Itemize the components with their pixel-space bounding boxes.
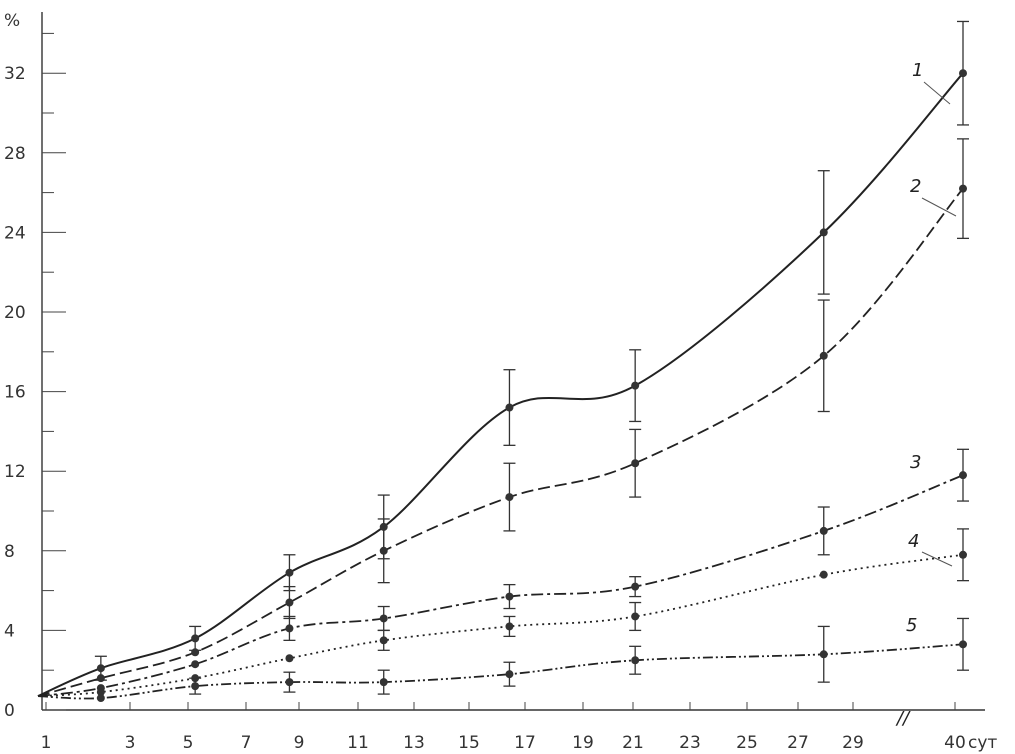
x-tick-label: 23 [679, 733, 701, 753]
x-tick-label: 15 [458, 733, 480, 753]
series-labels: 1 2 3 4 5 [906, 60, 957, 636]
data-point [285, 598, 294, 607]
y-tick-label: 12 [4, 462, 26, 482]
y-tick-label: 28 [4, 144, 26, 164]
series-label-leader [921, 197, 957, 217]
axis-break-mark: // [895, 708, 911, 729]
y-unit-label: % [4, 11, 20, 31]
data-point [819, 228, 828, 237]
y-tick-label: 36 [4, 0, 26, 5]
series-label-4: 4 [908, 531, 919, 552]
data-point [379, 678, 388, 687]
series-1 [37, 20, 969, 698]
series-label-leader [921, 551, 953, 567]
series-group [37, 20, 969, 703]
data-point [819, 526, 828, 535]
x-tick-label: 19 [572, 733, 594, 753]
data-point [191, 682, 200, 691]
series-label-3: 3 [910, 452, 921, 473]
y-tick-label: 8 [4, 542, 15, 562]
data-point [379, 614, 388, 623]
series-label-5: 5 [906, 615, 917, 636]
series-line [37, 553, 964, 697]
data-point [959, 69, 967, 78]
data-point [505, 622, 514, 631]
data-point [959, 550, 967, 559]
data-point [819, 351, 828, 360]
data-point [959, 640, 967, 649]
x-tick-label: 1 [41, 733, 52, 753]
axes [41, 12, 985, 711]
y-tick-label: 20 [4, 303, 26, 323]
data-point [819, 570, 828, 579]
data-point [505, 403, 514, 412]
data-point [96, 694, 105, 703]
series-4 [37, 528, 969, 697]
x-tick-label: 9 [294, 733, 305, 753]
data-point [285, 678, 294, 687]
series-line [37, 643, 964, 700]
x-tick-label: 3 [125, 733, 136, 753]
data-point [959, 471, 967, 480]
data-point [96, 674, 105, 683]
series-line [37, 188, 964, 697]
data-point [631, 612, 640, 621]
data-point [191, 648, 200, 657]
series-5 [37, 617, 969, 703]
series-label-2: 2 [910, 176, 921, 197]
y-tick-label: 4 [4, 621, 15, 641]
data-point [631, 582, 640, 591]
data-point [819, 650, 828, 659]
series-line [37, 72, 964, 698]
data-point [191, 660, 200, 669]
x-tick-label: 13 [403, 733, 425, 753]
data-point [631, 656, 640, 665]
tick-labels: 0481216202428323613579111315171921232527… [4, 0, 997, 753]
x-tick-label: 5 [183, 733, 194, 753]
data-point [96, 688, 105, 697]
x-tick-label: 40 [944, 733, 966, 753]
data-point [631, 459, 640, 468]
x-unit-label: сут [968, 733, 997, 753]
data-point [379, 546, 388, 555]
x-tick-label: 27 [787, 733, 809, 753]
data-point [379, 636, 388, 645]
data-point [285, 568, 294, 577]
x-tick-label: 17 [514, 733, 536, 753]
series-line [37, 474, 964, 697]
series-label-leader [923, 81, 951, 105]
series-2 [37, 138, 969, 697]
data-point [505, 592, 514, 601]
x-tick-label: 25 [736, 733, 758, 753]
data-point [631, 381, 640, 390]
data-point [959, 184, 967, 193]
y-tick-label: 0 [4, 701, 15, 721]
x-tick-label: 21 [622, 733, 644, 753]
x-tick-label: 29 [842, 733, 864, 753]
y-tick-label: 32 [4, 64, 26, 84]
data-point [285, 624, 294, 633]
data-point [191, 634, 200, 643]
series-label-1: 1 [912, 60, 923, 81]
y-tick-label: 16 [4, 383, 26, 403]
data-point [505, 670, 514, 679]
x-tick-label: 7 [241, 733, 252, 753]
x-tick-label: 11 [347, 733, 369, 753]
data-point [96, 664, 105, 673]
y-tick-label: 24 [4, 223, 26, 243]
data-point [505, 493, 514, 502]
data-point [285, 654, 294, 663]
series-3 [37, 448, 969, 697]
